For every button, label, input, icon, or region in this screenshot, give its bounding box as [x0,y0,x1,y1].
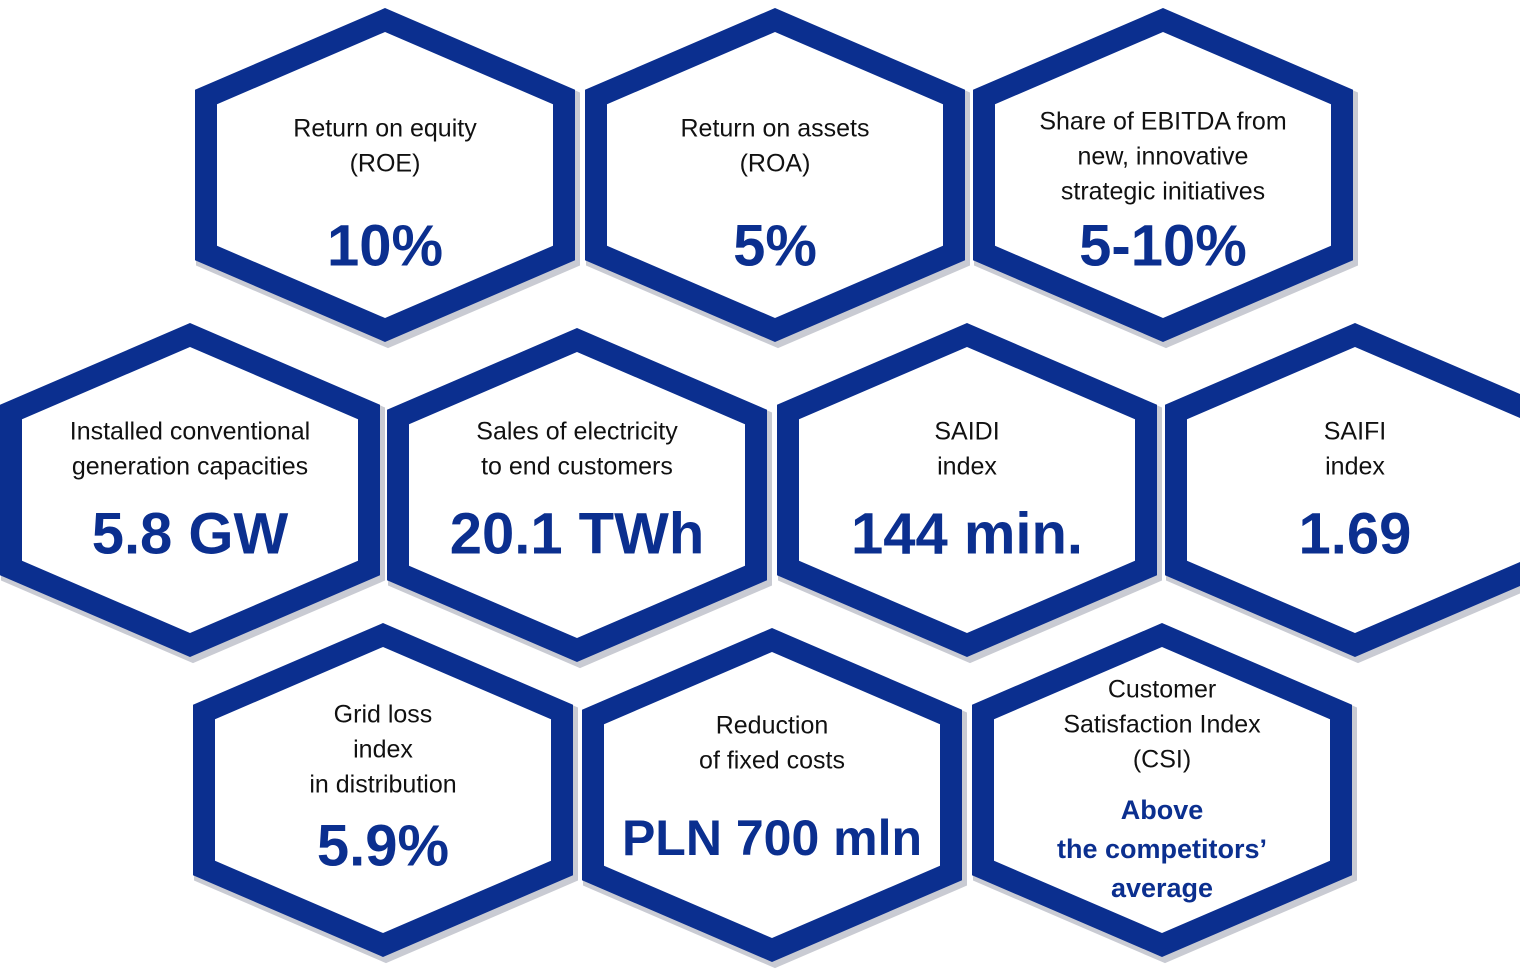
hexagon-label: to end customers [481,453,673,481]
hexagon [582,628,962,962]
hexagon [193,623,573,957]
hexagon-label: (CSI) [1133,746,1191,774]
hexagon-label: Sales of electricity [476,418,678,446]
hexagon-label: Installed conventional [70,418,310,446]
hexagon [777,323,1157,657]
hexagon-label: index [937,453,997,481]
hexagon-label: Reduction [716,712,829,740]
hexagon-card: Sales of electricity to end customers 20.1… [387,328,772,669]
hexagon-label: (ROE) [350,150,421,178]
hexagon-value: Above [1121,795,1204,825]
hexagon-value: 5.8 GW [92,501,289,566]
hexagon-value: 5% [733,213,817,278]
hexagon-card: Return on assets (ROA) 5% [585,8,970,349]
hexagon-label: new, innovative [1078,143,1249,171]
hexagon-card: Return on equity (ROE) 10% [195,8,580,349]
hexagon-card: Installed conventional generation capacit… [0,323,385,664]
hexagon-card: Customer Satisfaction Index (CSI) Above the … [972,623,1357,964]
hexagon-label: (ROA) [740,150,811,178]
hexagon-label: Share of EBITDA from [1039,108,1286,136]
hexagon-value: the competitors’ [1057,834,1267,864]
hexagon-value: PLN 700 mln [622,810,922,866]
hexagon-label: index [353,736,413,764]
hexagon-label: of fixed costs [699,747,845,775]
hexagon-value: 10% [327,213,443,278]
hexagon-value: 144 min. [851,501,1083,566]
hexagon-card: Grid loss index in distribution 5.9% [193,623,578,964]
hexagon [972,623,1352,957]
hexagon-value: 5-10% [1079,213,1247,278]
hexagon-label: Grid loss [334,701,433,729]
hexagon-label: Return on equity [293,115,477,143]
hexagon-label: SAIDI [934,418,999,446]
hexagon [387,328,767,662]
hexagon-card: SAIFI index 1.69 [1165,323,1520,664]
hexagon-label: index [1325,453,1385,481]
hexagon-value: average [1111,873,1213,903]
hexagon-label: in distribution [309,771,456,799]
hexagon-value: 1.69 [1299,501,1412,566]
hexagon [0,323,380,657]
hexagon-label: generation capacities [72,453,308,481]
hexagon-value: 20.1 TWh [450,501,705,566]
hexagon-card: SAIDI index 144 min. [777,323,1162,664]
hexagon-label: strategic initiatives [1061,178,1265,206]
hexagon-label: Satisfaction Index [1063,711,1261,739]
hexagon-card: Reduction of fixed costs PLN 700 mln [582,628,967,969]
hexagon-label: Customer [1108,676,1216,704]
hexagon-value: 5.9% [317,813,449,878]
hexagon [585,8,965,342]
hexagon-label: Return on assets [681,115,870,143]
hexagon [1165,323,1520,657]
hexagon [973,8,1353,342]
hexagon-card: Share of EBITDA from new, innovative strat… [973,8,1358,349]
hexagon [195,8,575,342]
hexagon-label: SAIFI [1324,418,1387,446]
